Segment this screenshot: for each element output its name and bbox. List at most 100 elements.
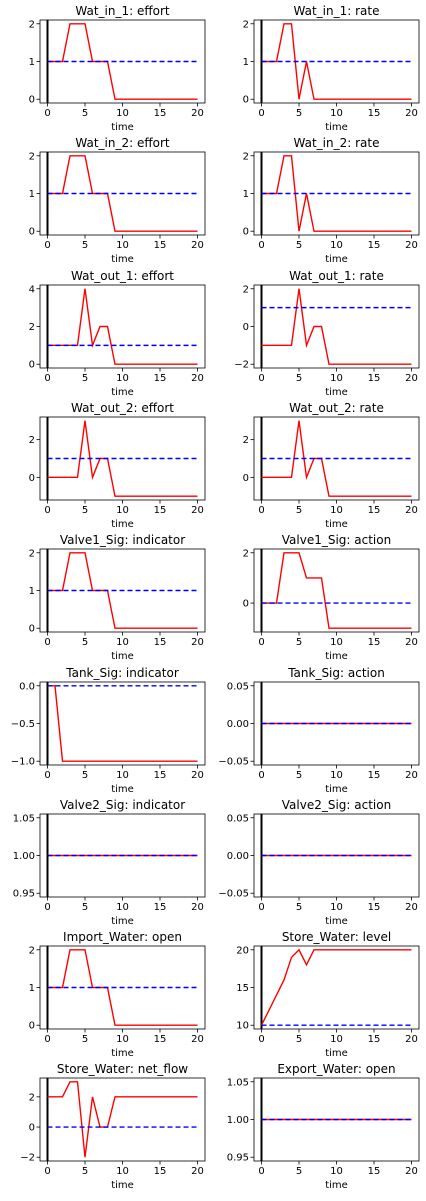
y-tick-label: 15 bbox=[236, 983, 249, 994]
y-tick-label: 0.00 bbox=[227, 719, 249, 730]
x-tick-label: 15 bbox=[368, 902, 381, 913]
x-tick-label: 15 bbox=[154, 637, 167, 648]
x-tick-label: 0 bbox=[44, 505, 50, 516]
y-tick-label: 0 bbox=[243, 227, 249, 238]
x-tick-label: 20 bbox=[191, 637, 204, 648]
x-tick-label: 15 bbox=[368, 770, 381, 781]
x-tick-label: 10 bbox=[330, 108, 343, 119]
x-tick-label: 10 bbox=[330, 505, 343, 516]
y-tick-label: −2 bbox=[234, 360, 249, 371]
x-axis-label: time bbox=[111, 1180, 134, 1191]
x-axis-label: time bbox=[111, 122, 134, 133]
subplot-title: Wat_out_2: effort bbox=[71, 401, 174, 415]
y-tick-label: 2 bbox=[243, 151, 249, 162]
subplot-title: Store_Water: net_flow bbox=[57, 1062, 188, 1076]
y-tick-label: 1.05 bbox=[227, 1077, 249, 1088]
y-tick-label: 0 bbox=[243, 95, 249, 106]
x-tick-label: 15 bbox=[154, 240, 167, 251]
x-tick-label: 5 bbox=[296, 240, 302, 251]
x-tick-label: 10 bbox=[116, 1166, 129, 1177]
series-line-0 bbox=[47, 949, 198, 1026]
subplot-title: Valve1_Sig: indicator bbox=[60, 533, 185, 547]
x-tick-label: 15 bbox=[368, 373, 381, 384]
x-tick-label: 10 bbox=[116, 240, 129, 251]
x-tick-label: 5 bbox=[82, 637, 88, 648]
x-axis-label: time bbox=[111, 784, 134, 795]
x-axis-label: time bbox=[111, 387, 134, 398]
x-axis-label: time bbox=[325, 651, 348, 662]
x-tick-label: 0 bbox=[44, 902, 50, 913]
y-tick-label: 0.05 bbox=[227, 813, 249, 824]
x-tick-label: 10 bbox=[116, 1034, 129, 1045]
x-tick-label: 20 bbox=[405, 770, 418, 781]
subplot-14: Import_Water: open 0 5 10 15 20 0 1 2 time bbox=[29, 930, 206, 1059]
y-tick-label: 1 bbox=[29, 586, 35, 597]
subplot-title: Import_Water: open bbox=[63, 930, 182, 944]
x-tick-label: 0 bbox=[258, 637, 264, 648]
subplot-9: Valve1_Sig: action 0 5 10 15 20 0 2 time bbox=[243, 533, 420, 662]
y-tick-label: 0.05 bbox=[227, 681, 249, 692]
y-tick-label: 0.95 bbox=[227, 1153, 249, 1164]
x-tick-label: 5 bbox=[82, 770, 88, 781]
x-tick-label: 10 bbox=[116, 505, 129, 516]
x-axis-label: time bbox=[111, 1048, 134, 1059]
x-tick-label: 10 bbox=[330, 902, 343, 913]
subplot-11: Tank_Sig: action 0 5 10 15 20 0.05 0.00 −0.05 tim… bbox=[218, 666, 420, 795]
x-tick-label: 10 bbox=[116, 770, 129, 781]
y-tick-label: 0 bbox=[29, 1021, 35, 1032]
y-tick-label: −1.0 bbox=[11, 757, 35, 768]
x-tick-label: 0 bbox=[44, 240, 50, 251]
x-tick-label: 20 bbox=[405, 902, 418, 913]
x-tick-label: 5 bbox=[82, 108, 88, 119]
axes-frame bbox=[39, 1077, 206, 1162]
subplot-title: Export_Water: open bbox=[277, 1062, 395, 1076]
subplot-title: Valve1_Sig: action bbox=[282, 533, 391, 547]
y-tick-label: −2 bbox=[20, 1153, 35, 1164]
y-tick-label: 1.05 bbox=[13, 813, 35, 824]
y-tick-label: 0 bbox=[29, 473, 35, 484]
y-tick-label: 0.00 bbox=[227, 851, 249, 862]
series-line-0 bbox=[47, 420, 198, 497]
x-tick-label: 5 bbox=[82, 373, 88, 384]
series-line-0 bbox=[47, 155, 198, 232]
subplot-title: Wat_in_1: effort bbox=[75, 4, 170, 18]
y-tick-label: 1.00 bbox=[13, 851, 35, 862]
subplot-5: Wat_out_1: rate 0 5 10 15 20 −2 0 2 time bbox=[234, 269, 420, 398]
x-tick-label: 5 bbox=[296, 770, 302, 781]
x-tick-label: 10 bbox=[330, 1166, 343, 1177]
y-tick-label: 2 bbox=[29, 1092, 35, 1103]
x-axis-label: time bbox=[325, 1048, 348, 1059]
x-tick-label: 20 bbox=[405, 108, 418, 119]
x-tick-label: 10 bbox=[330, 373, 343, 384]
x-tick-label: 5 bbox=[296, 637, 302, 648]
x-tick-label: 5 bbox=[82, 902, 88, 913]
x-axis-label: time bbox=[111, 651, 134, 662]
subplot-3: Wat_in_2: rate 0 5 10 15 20 0 1 2 time bbox=[243, 136, 420, 265]
x-tick-label: 20 bbox=[191, 770, 204, 781]
y-tick-label: 0.0 bbox=[19, 681, 35, 692]
y-tick-label: 2 bbox=[29, 19, 35, 30]
subplot-title: Wat_out_1: rate bbox=[289, 269, 384, 283]
y-tick-label: −0.05 bbox=[218, 889, 249, 900]
subplot-title: Valve2_Sig: action bbox=[282, 798, 391, 812]
axes-frame bbox=[253, 284, 420, 369]
series-line-0 bbox=[47, 685, 198, 762]
subplot-15: Store_Water: level 0 5 10 15 20 10 15 20 time bbox=[236, 930, 420, 1059]
x-axis-label: time bbox=[111, 519, 134, 530]
subplot-16: Store_Water: net_flow 0 5 10 15 20 −2 0 2 time bbox=[20, 1062, 206, 1191]
x-tick-label: 10 bbox=[116, 902, 129, 913]
x-tick-label: 5 bbox=[296, 1166, 302, 1177]
x-tick-label: 0 bbox=[258, 108, 264, 119]
x-tick-label: 20 bbox=[405, 637, 418, 648]
x-tick-label: 0 bbox=[258, 770, 264, 781]
y-tick-label: 1 bbox=[29, 57, 35, 68]
x-tick-label: 15 bbox=[154, 902, 167, 913]
y-tick-label: 0 bbox=[29, 360, 35, 371]
y-tick-label: 0.95 bbox=[13, 889, 35, 900]
x-tick-label: 0 bbox=[44, 770, 50, 781]
x-tick-label: 10 bbox=[116, 108, 129, 119]
x-tick-label: 5 bbox=[82, 1166, 88, 1177]
x-tick-label: 15 bbox=[368, 108, 381, 119]
y-tick-label: 20 bbox=[236, 945, 249, 956]
